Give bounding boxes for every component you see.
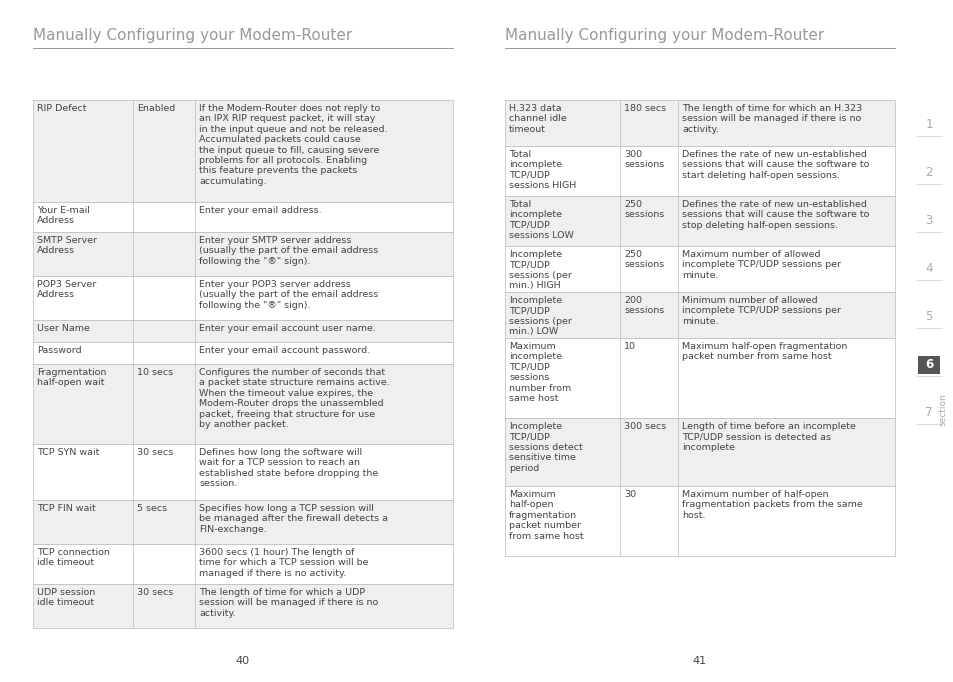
Text: Minimum number of allowed
incomplete TCP/UDP sessions per
minute.: Minimum number of allowed incomplete TCP… (681, 296, 841, 326)
Text: POP3 Server
Address: POP3 Server Address (37, 280, 96, 299)
Text: 300 secs: 300 secs (623, 422, 665, 431)
Text: 250
sessions: 250 sessions (623, 200, 663, 220)
Text: 40: 40 (235, 656, 250, 666)
Text: Password: Password (37, 346, 82, 355)
Text: Total
incomplete
TCP/UDP
sessions LOW: Total incomplete TCP/UDP sessions LOW (509, 200, 574, 240)
Bar (33, 342, 453, 364)
Bar (504, 418, 894, 486)
Text: 200
sessions: 200 sessions (623, 296, 663, 315)
Text: TCP SYN wait: TCP SYN wait (37, 448, 99, 457)
Text: Your E-mail
Address: Your E-mail Address (37, 206, 90, 225)
Text: Length of time before an incomplete
TCP/UDP session is detected as
incomplete: Length of time before an incomplete TCP/… (681, 422, 855, 451)
Text: 10 secs: 10 secs (137, 368, 172, 377)
Text: Defines the rate of new un-established
sessions that will cause the software to
: Defines the rate of new un-established s… (681, 200, 868, 230)
Bar (504, 338, 894, 418)
Text: 2: 2 (924, 166, 932, 179)
Text: UDP session
idle timeout: UDP session idle timeout (37, 588, 95, 608)
Text: 41: 41 (692, 656, 706, 666)
Text: User Name: User Name (37, 324, 90, 333)
Text: 3600 secs (1 hour) The length of
time for which a TCP session will be
managed if: 3600 secs (1 hour) The length of time fo… (199, 548, 368, 578)
Text: Manually Configuring your Modem-Router: Manually Configuring your Modem-Router (33, 28, 352, 43)
Bar (33, 202, 453, 232)
Text: Enter your email address.: Enter your email address. (199, 206, 321, 215)
Text: 300
sessions: 300 sessions (623, 150, 663, 169)
Bar (33, 100, 453, 202)
Text: Incomplete
TCP/UDP
sessions detect
sensitive time
period: Incomplete TCP/UDP sessions detect sensi… (509, 422, 582, 473)
Bar (33, 276, 453, 320)
Text: Maximum number of allowed
incomplete TCP/UDP sessions per
minute.: Maximum number of allowed incomplete TCP… (681, 250, 841, 280)
Text: Manually Configuring your Modem-Router: Manually Configuring your Modem-Router (504, 28, 823, 43)
Text: Defines how long the software will
wait for a TCP session to reach an
establishe: Defines how long the software will wait … (199, 448, 377, 488)
Text: 3: 3 (924, 215, 932, 228)
Text: 1: 1 (924, 119, 932, 132)
Bar (33, 544, 453, 584)
Text: Enter your email account user name.: Enter your email account user name. (199, 324, 375, 333)
Text: 250
sessions: 250 sessions (623, 250, 663, 269)
Text: 6: 6 (923, 359, 932, 372)
Bar (504, 292, 894, 338)
Bar (33, 232, 453, 276)
Text: Incomplete
TCP/UDP
sessions (per
min.) LOW: Incomplete TCP/UDP sessions (per min.) L… (509, 296, 571, 336)
Text: Maximum
half-open
fragmentation
packet number
from same host: Maximum half-open fragmentation packet n… (509, 490, 583, 541)
Text: 30 secs: 30 secs (137, 448, 173, 457)
Text: Configures the number of seconds that
a packet state structure remains active.
W: Configures the number of seconds that a … (199, 368, 390, 429)
Text: 5 secs: 5 secs (137, 504, 167, 513)
Text: SMTP Server
Address: SMTP Server Address (37, 236, 97, 255)
Text: H.323 data
channel idle
timeout: H.323 data channel idle timeout (509, 104, 566, 134)
Bar (33, 364, 453, 444)
Text: section: section (938, 394, 946, 426)
Text: Maximum number of half-open
fragmentation packets from the same
host.: Maximum number of half-open fragmentatio… (681, 490, 862, 520)
Text: Total
incomplete
TCP/UDP
sessions HIGH: Total incomplete TCP/UDP sessions HIGH (509, 150, 576, 190)
Bar (917, 356, 939, 374)
Bar (504, 196, 894, 246)
Text: Maximum
incomplete
TCP/UDP
sessions
number from
same host: Maximum incomplete TCP/UDP sessions numb… (509, 342, 571, 403)
Bar (504, 146, 894, 196)
Text: 180 secs: 180 secs (623, 104, 665, 113)
Text: The length of time for which an H.323
session will be managed if there is no
act: The length of time for which an H.323 se… (681, 104, 862, 134)
Bar (504, 486, 894, 556)
Text: 5: 5 (924, 310, 932, 323)
Text: 7: 7 (924, 406, 932, 419)
Text: TCP connection
idle timeout: TCP connection idle timeout (37, 548, 110, 567)
Bar (33, 444, 453, 500)
Bar (504, 100, 894, 146)
Text: Enabled: Enabled (137, 104, 175, 113)
Text: Enter your POP3 server address
(usually the part of the email address
following : Enter your POP3 server address (usually … (199, 280, 377, 310)
Text: The length of time for which a UDP
session will be managed if there is no
activi: The length of time for which a UDP sessi… (199, 588, 377, 618)
Text: If the Modem-Router does not reply to
an IPX RIP request packet, it will stay
in: If the Modem-Router does not reply to an… (199, 104, 387, 186)
Text: Defines the rate of new un-established
sessions that will cause the software to
: Defines the rate of new un-established s… (681, 150, 868, 180)
Text: 4: 4 (924, 263, 932, 276)
Text: Enter your SMTP server address
(usually the part of the email address
following : Enter your SMTP server address (usually … (199, 236, 377, 266)
Text: Fragmentation
half-open wait: Fragmentation half-open wait (37, 368, 107, 387)
Bar (33, 584, 453, 628)
Bar (33, 320, 453, 342)
Text: Maximum half-open fragmentation
packet number from same host: Maximum half-open fragmentation packet n… (681, 342, 846, 361)
Text: Incomplete
TCP/UDP
sessions (per
min.) HIGH: Incomplete TCP/UDP sessions (per min.) H… (509, 250, 571, 291)
Bar (33, 500, 453, 544)
Bar (504, 246, 894, 292)
Text: Enter your email account password.: Enter your email account password. (199, 346, 370, 355)
Text: RIP Defect: RIP Defect (37, 104, 87, 113)
Text: Specifies how long a TCP session will
be managed after the firewall detects a
FI: Specifies how long a TCP session will be… (199, 504, 388, 534)
Text: 10: 10 (623, 342, 636, 351)
Text: TCP FIN wait: TCP FIN wait (37, 504, 95, 513)
Text: 30 secs: 30 secs (137, 588, 173, 597)
Text: 30: 30 (623, 490, 636, 499)
